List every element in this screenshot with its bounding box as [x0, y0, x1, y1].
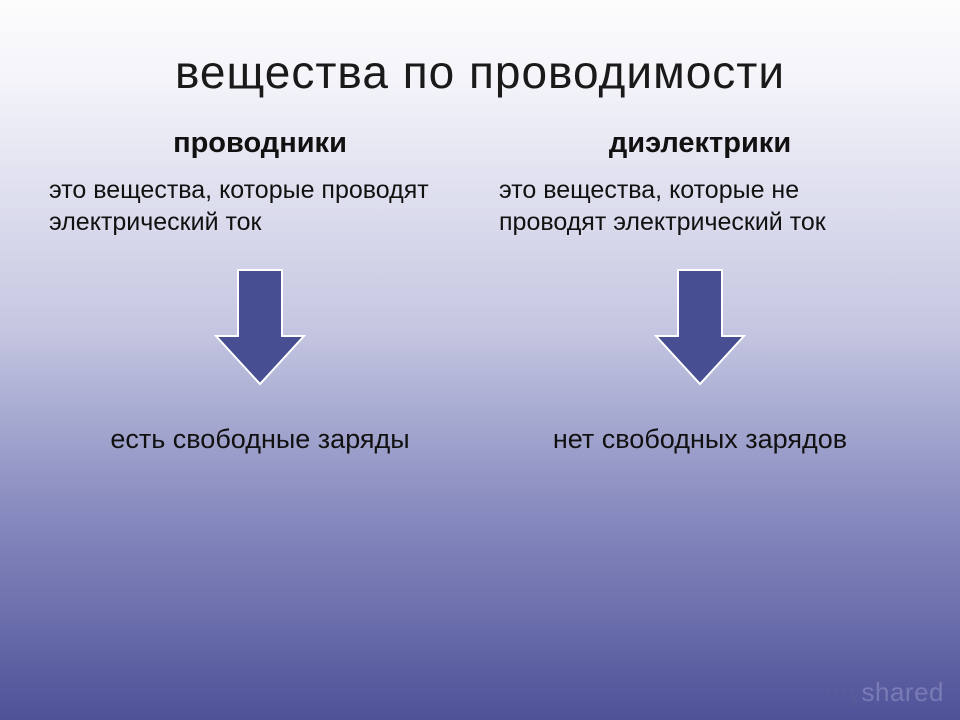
column-dielectrics: диэлектрики это вещества, которые не про… — [485, 127, 915, 455]
watermark-part2: shared — [862, 677, 945, 707]
conductors-description: это вещества, которые проводят электриче… — [45, 174, 475, 238]
column-conductors: проводники это вещества, которые проводя… — [45, 127, 475, 455]
dielectrics-conclusion: нет свободных зарядов — [485, 424, 915, 455]
dielectrics-description: это вещества, которые не проводят электр… — [485, 174, 915, 238]
arrow-container-left — [45, 268, 475, 386]
conductors-conclusion: есть свободные заряды — [45, 424, 475, 455]
watermark-part1: my — [826, 677, 862, 707]
slide: вещества по проводимости проводники это … — [0, 0, 960, 720]
down-arrow-icon — [654, 268, 746, 386]
conductors-heading: проводники — [173, 127, 347, 160]
slide-title: вещества по проводимости — [0, 45, 960, 99]
arrow-container-right — [485, 268, 915, 386]
down-arrow-icon — [214, 268, 306, 386]
watermark: myshared — [826, 677, 944, 708]
dielectrics-heading: диэлектрики — [609, 127, 791, 160]
columns-container: проводники это вещества, которые проводя… — [0, 127, 960, 455]
